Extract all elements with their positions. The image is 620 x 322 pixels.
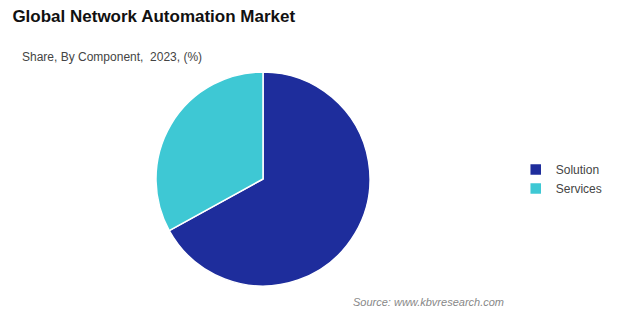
svg-text:Source: www.kbvresearch.com: Source: www.kbvresearch.com	[353, 296, 504, 308]
svg-text:Solution: Solution	[556, 163, 599, 177]
svg-text:Services: Services	[556, 182, 602, 196]
svg-text:Global Network Automation Mark: Global Network Automation Market	[12, 7, 295, 26]
svg-text:Share, By Component, 2023, (%: Share, By Component, 2023, (%)	[22, 50, 202, 64]
